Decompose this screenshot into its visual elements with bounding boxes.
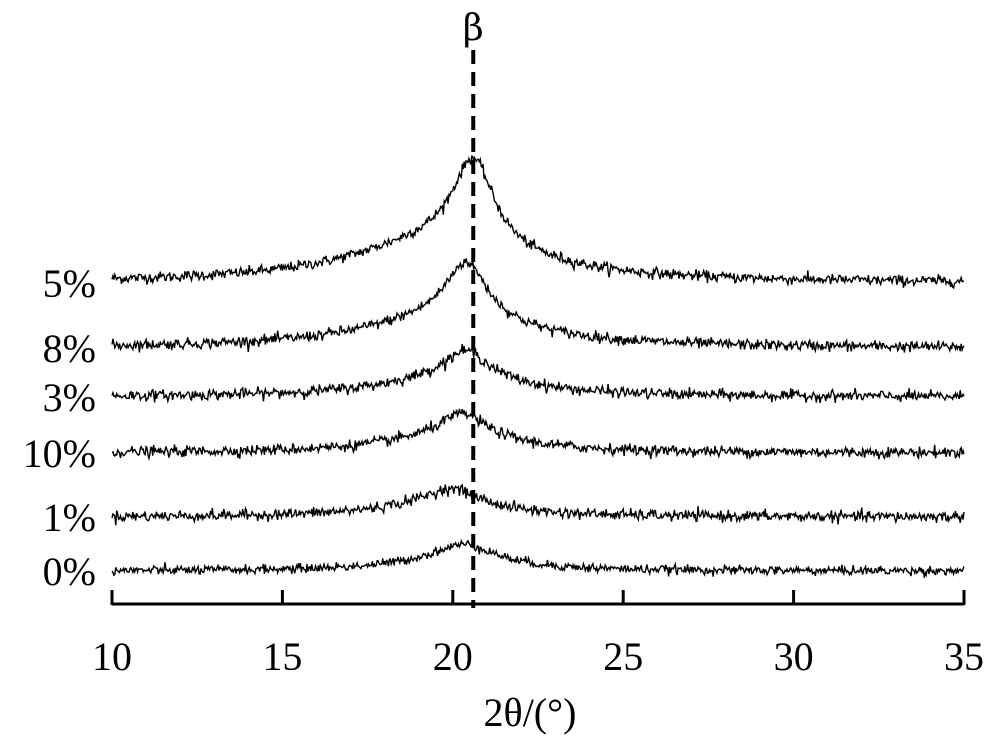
x-tick-label-30: 30 [774, 634, 814, 679]
series-label-8pct: 8% [43, 326, 96, 371]
series-label-0pct: 0% [43, 549, 96, 594]
x-tick-label-25: 25 [603, 634, 643, 679]
series-line-1pct [111, 484, 965, 526]
series-label-3pct: 3% [43, 375, 96, 420]
peak-marker-label: β [463, 8, 484, 49]
series-line-5pct [111, 155, 965, 290]
series-line-10pct [111, 408, 965, 462]
series-label-1pct: 1% [43, 495, 96, 540]
x-axis-title: 2θ/(°) [484, 690, 577, 735]
series-line-8pct [111, 258, 965, 354]
x-tick-label-15: 15 [262, 634, 302, 679]
x-axis: 10 15 20 25 30 35 [92, 590, 984, 679]
series-label-5pct: 5% [43, 261, 96, 306]
curves-group [111, 155, 965, 578]
peak-marker-group: β [463, 8, 484, 608]
series-line-3pct [111, 343, 965, 404]
series-line-0pct [111, 538, 965, 578]
x-tick-label-20: 20 [433, 634, 473, 679]
x-tick-label-35: 35 [944, 634, 984, 679]
x-tick-label-10: 10 [92, 634, 132, 679]
series-label-10pct: 10% [23, 431, 96, 476]
curve-labels-group: 5% 8%3% 10% 1% 0% [23, 261, 96, 594]
